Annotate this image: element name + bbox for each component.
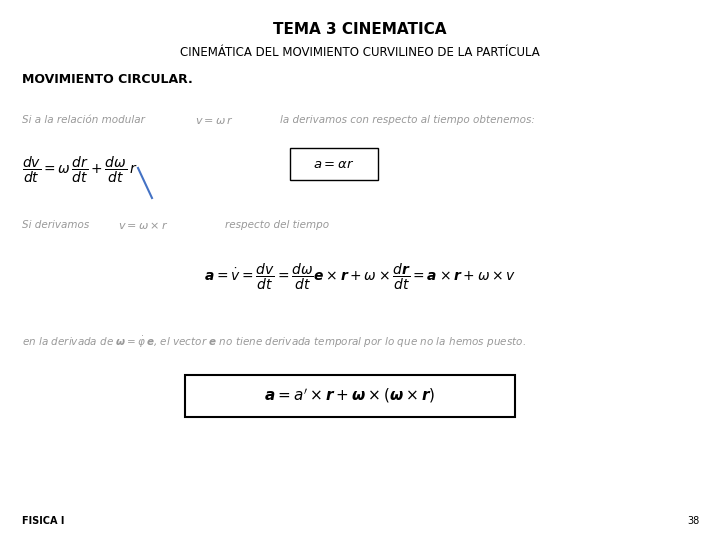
Text: Si derivamos: Si derivamos	[22, 220, 89, 230]
FancyBboxPatch shape	[185, 375, 515, 417]
Text: MOVIMIENTO CIRCULAR.: MOVIMIENTO CIRCULAR.	[22, 73, 193, 86]
Text: $\boldsymbol{a} = \boldsymbol{a'} \times \boldsymbol{r} + \boldsymbol{\omega} \t: $\boldsymbol{a} = \boldsymbol{a'} \times…	[264, 387, 436, 406]
Text: $\dfrac{dv}{dt} = \omega\,\dfrac{dr}{dt} + \dfrac{d\omega}{dt}\,r$: $\dfrac{dv}{dt} = \omega\,\dfrac{dr}{dt}…	[22, 155, 138, 185]
Text: Si a la relación modular: Si a la relación modular	[22, 115, 145, 125]
Text: $a = \alpha r$: $a = \alpha r$	[313, 158, 355, 171]
Text: respecto del tiempo: respecto del tiempo	[225, 220, 329, 230]
Text: en la derivada de $\boldsymbol{\omega} = \dot{\varphi}\,\boldsymbol{e}$, el vect: en la derivada de $\boldsymbol{\omega} =…	[22, 335, 526, 350]
Text: CINEMÁTICA DEL MOVIMIENTO CURVILINEO DE LA PARTÍCULA: CINEMÁTICA DEL MOVIMIENTO CURVILINEO DE …	[180, 46, 540, 59]
Text: $v = \omega \times r$: $v = \omega \times r$	[118, 220, 168, 231]
Text: $v = \omega\, r$: $v = \omega\, r$	[195, 115, 233, 126]
Text: TEMA 3 CINEMATICA: TEMA 3 CINEMATICA	[274, 22, 446, 37]
Text: 38: 38	[688, 516, 700, 526]
Text: la derivamos con respecto al tiempo obtenemos:: la derivamos con respecto al tiempo obte…	[280, 115, 535, 125]
Text: $\boldsymbol{a} = \dot{v} = \dfrac{dv}{dt} = \dfrac{d\omega}{dt}\boldsymbol{e} \: $\boldsymbol{a} = \dot{v} = \dfrac{dv}{d…	[204, 262, 516, 292]
Text: FISICA I: FISICA I	[22, 516, 64, 526]
FancyBboxPatch shape	[290, 148, 378, 180]
